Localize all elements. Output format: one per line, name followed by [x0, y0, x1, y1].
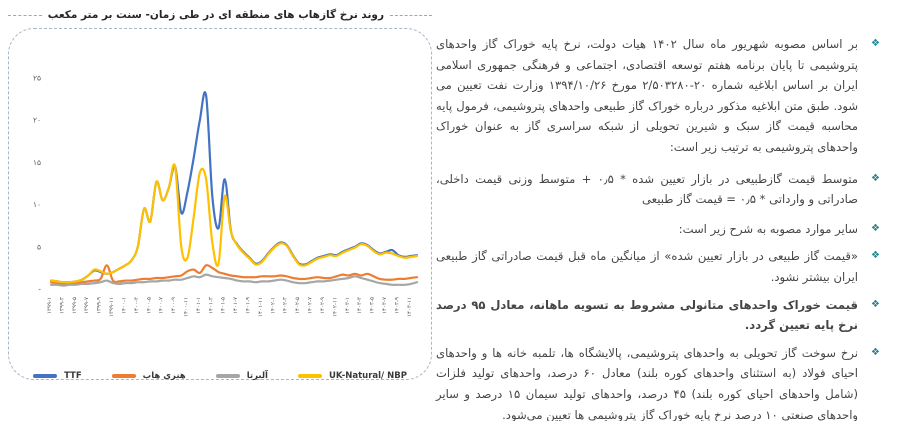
x-axis-tick-label: ۱۴۰۳-۱۱ — [407, 297, 413, 317]
legend-swatch-icon — [297, 374, 322, 378]
x-axis-tick-label: ۱۳۹۹-۹ — [97, 297, 103, 314]
x-axis-tick-label: ۱۳۹۹-۷ — [84, 297, 90, 314]
bullet-text: بر اساس مصوبه شهریور ماه سال ۱۴۰۲ هیات د… — [436, 37, 859, 154]
x-axis-tick-label: ۱۴۰۰-۳ — [134, 297, 140, 314]
x-axis-tick-label: ۱۴۰۳-۵ — [370, 297, 376, 314]
legend-label: هنری هاب — [142, 371, 186, 381]
series-line-هنری هاب — [49, 264, 419, 286]
x-axis-tick-label: ۱۴۰۱-۷ — [233, 297, 239, 314]
x-axis-tick-label: ۱۴۰۳-۱ — [345, 297, 351, 314]
chart-title-row: روند نرخ گازهاب های منطقه ای در طی زمان-… — [8, 6, 432, 24]
bullet-item-decree: ❖ بر اساس مصوبه شهریور ماه سال ۱۴۰۲ هیات… — [436, 34, 880, 158]
chart-dashed-border: ۲۵ ۲۰ ۱۵ ۱۰ ۵ -۱۳۹۹-۱ ۱۳۹۹-۳ ۱۳۹۹-۵ ۱۳۹۹-۷ ۱۳۹۹-۹… — [8, 28, 432, 381]
legend-swatch-icon — [111, 374, 136, 378]
x-axis-tick-label: ۱۴۰۲-۱۱ — [332, 297, 338, 317]
x-axis-tick-label: ۱۳۹۹-۳ — [59, 297, 65, 314]
x-axis-tick-label: ۱۴۰۲-۳ — [283, 297, 289, 314]
x-axis-tick-label: ۱۴۰۰-۵ — [146, 297, 152, 314]
legend-label: آلبرتا — [246, 371, 268, 381]
bullet-text: نرخ سوخت گاز تحویلی به واحدهای پتروشیمی،… — [436, 345, 859, 421]
y-axis-tick-label: ۵ — [37, 242, 41, 251]
diamond-bullet-icon: ❖ — [871, 250, 880, 262]
legend-swatch-icon — [33, 374, 58, 378]
y-axis-tick-label: - — [38, 285, 41, 294]
title-dash-left — [8, 14, 42, 16]
bullet-item-export-cap: ❖ «قیمت گاز طبیعی در بازار تعیین شده» از… — [436, 246, 880, 287]
x-axis-tick-label: ۱۴۰۰-۹ — [171, 297, 177, 314]
chart-title: روند نرخ گازهاب های منطقه ای در طی زمان-… — [47, 9, 384, 21]
diamond-bullet-icon: ❖ — [871, 346, 880, 358]
bullet-item-fuel-rates: ❖ نرخ سوخت گاز تحویلی به واحدهای پتروشیم… — [436, 343, 880, 421]
x-axis-tick-label: ۱۴۰۱-۹ — [246, 297, 252, 314]
x-axis-tick-label: ۱۳۹۹-۱۱ — [109, 297, 115, 317]
chart-legend: TTF هنری هاب آلبرتا UK-Natural/ NBP — [9, 371, 431, 381]
legend-item-هنری هاب: هنری هاب — [111, 371, 186, 381]
y-axis-tick-label: ۱۰ — [33, 200, 41, 209]
bullet-item-methanol: ❖ قیمت خوراک واحدهای متانولی مشروط به تس… — [436, 295, 880, 336]
x-axis-tick-label: ۱۴۰۳-۹ — [394, 297, 400, 314]
title-dash-right — [390, 14, 432, 16]
x-axis-tick-label: ۱۴۰۰-۷ — [159, 297, 165, 314]
x-axis-tick-label: ۱۴۰۱-۱ — [196, 297, 202, 314]
bullet-text: متوسط قیمت گازطبیعی در بازار تعیین شده *… — [436, 171, 859, 207]
diamond-bullet-icon: ❖ — [871, 298, 880, 310]
x-axis-tick-label: ۱۴۰۱-۱۱ — [258, 297, 264, 317]
bullet-text-column: ❖ بر اساس مصوبه شهریور ماه سال ۱۴۰۲ هیات… — [436, 34, 880, 421]
bullet-item-other-cases: ❖ سایر موارد مصوبه به شرح زیر است: — [436, 219, 880, 240]
y-axis-tick-label: ۲۵ — [33, 73, 41, 82]
x-axis-tick-label: ۱۴۰۱-۵ — [221, 297, 227, 314]
diamond-bullet-icon: ❖ — [871, 172, 880, 184]
diamond-bullet-icon: ❖ — [871, 222, 880, 234]
bullet-item-formula: ❖ متوسط قیمت گازطبیعی در بازار تعیین شده… — [436, 169, 880, 210]
series-line-TTF — [49, 91, 419, 284]
series-line-UK-Natural/ NBP — [49, 163, 419, 284]
bullet-text: «قیمت گاز طبیعی در بازار تعیین شده» از م… — [436, 249, 859, 284]
x-axis-tick-label: ۱۴۰۲-۷ — [308, 297, 314, 314]
gas-price-line-chart: ۲۵ ۲۰ ۱۵ ۱۰ ۵ -۱۳۹۹-۱ ۱۳۹۹-۳ ۱۳۹۹-۵ ۱۳۹۹-۷ ۱۳۹۹-۹… — [33, 73, 419, 317]
x-axis-tick-label: ۱۴۰۲-۵ — [295, 297, 301, 314]
x-axis-tick-label: ۱۴۰۱-۳ — [208, 297, 214, 314]
x-axis-tick-label: ۱۴۰۳-۳ — [357, 297, 363, 314]
x-axis-tick-label: ۱۴۰۰-۱۱ — [184, 297, 190, 317]
x-axis-tick-label: ۱۳۹۹-۱ — [47, 297, 53, 314]
legend-item-UK-Natural/ NBP: UK-Natural/ NBP — [297, 371, 407, 381]
y-axis-tick-label: ۱۵ — [33, 158, 41, 167]
x-axis-tick-label: ۱۳۹۹-۵ — [72, 297, 78, 314]
bullet-text: قیمت خوراک واحدهای متانولی مشروط به تسوی… — [436, 297, 859, 333]
legend-item-TTF: TTF — [33, 371, 82, 381]
x-axis-tick-label: ۱۴۰۰-۱ — [121, 297, 127, 314]
x-axis-tick-label: ۱۴۰۲-۹ — [320, 297, 326, 314]
bullet-text: سایر موارد مصوبه به شرح زیر است: — [678, 221, 859, 236]
legend-label: UK-Natural/ NBP — [328, 371, 407, 381]
x-axis-tick-label: ۱۴۰۲-۱ — [270, 297, 276, 314]
gas-price-chart-panel: روند نرخ گازهاب های منطقه ای در طی زمان-… — [8, 4, 432, 382]
series-line-آلبرتا — [49, 273, 419, 287]
legend-item-آلبرتا: آلبرتا — [215, 371, 268, 381]
x-axis-tick-label: ۱۴۰۳-۷ — [382, 297, 388, 314]
legend-label: TTF — [64, 371, 82, 381]
y-axis-tick-label: ۲۰ — [33, 116, 41, 125]
legend-swatch-icon — [215, 374, 240, 378]
diamond-bullet-icon: ❖ — [871, 38, 880, 49]
